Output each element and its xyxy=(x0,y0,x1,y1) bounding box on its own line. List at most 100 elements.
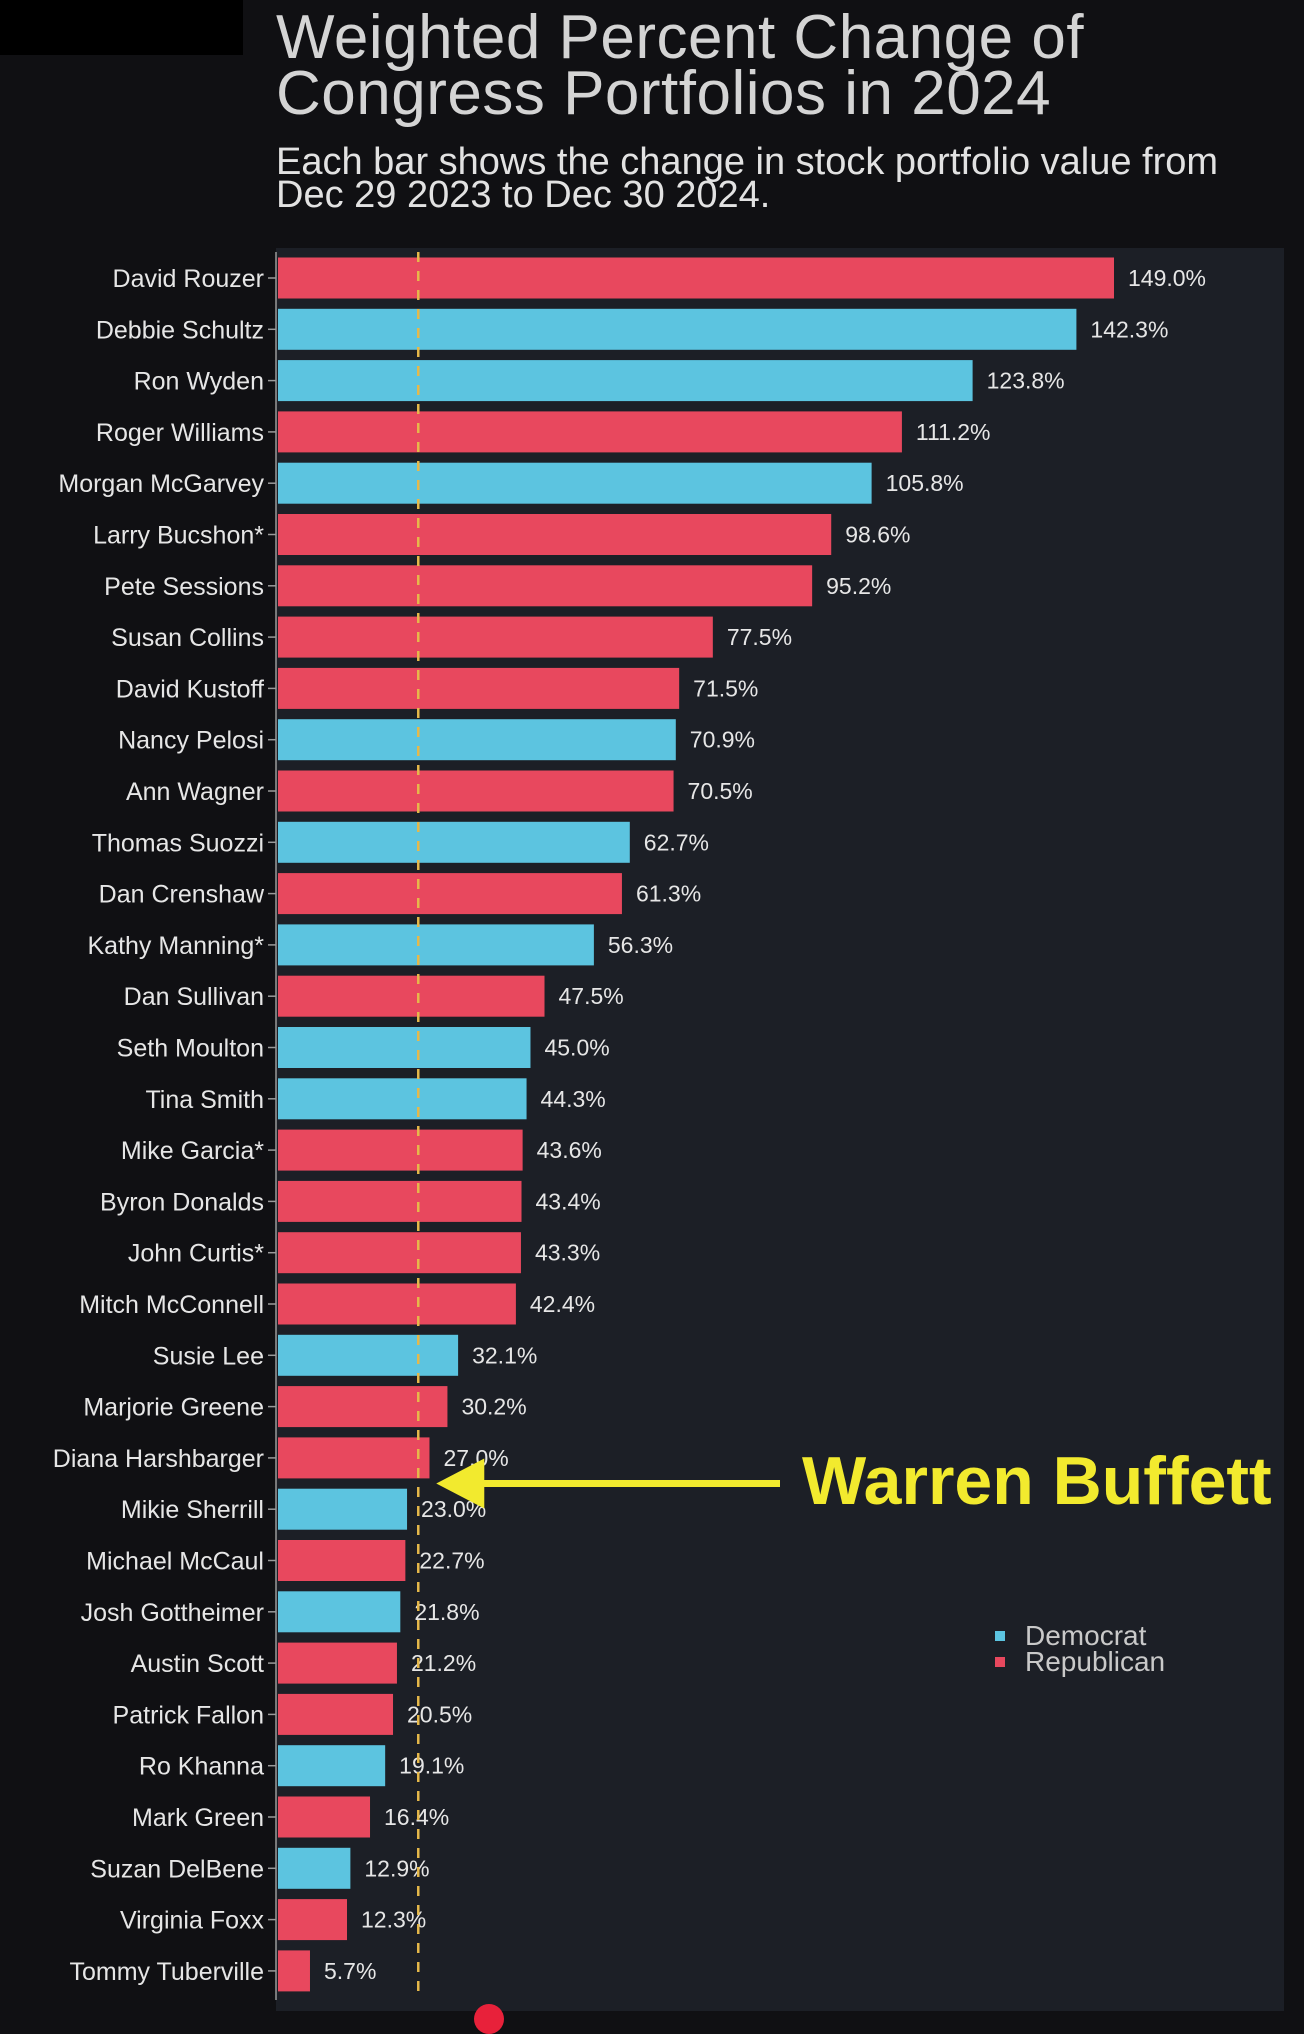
category-label: Marjorie Greene xyxy=(83,1394,264,1422)
value-label: 98.6% xyxy=(845,522,910,548)
bar xyxy=(278,514,832,555)
chart-legend: Democrat Republican xyxy=(995,1620,1166,1677)
warren-buffett-annotation: Warren Buffett xyxy=(802,1443,1272,1519)
category-label: Suzan DelBene xyxy=(90,1855,264,1883)
bar xyxy=(278,1437,430,1479)
chart-title: Weighted Percent Change of Congress Port… xyxy=(276,3,1085,128)
bar xyxy=(278,1078,527,1120)
bar xyxy=(278,719,676,761)
value-label: 47.5% xyxy=(559,983,624,1009)
category-label: Virginia Foxx xyxy=(120,1907,265,1935)
value-label: 45.0% xyxy=(544,1035,609,1061)
chart-subtitle: Each bar shows the change in stock portf… xyxy=(276,141,1219,216)
value-label: 62.7% xyxy=(644,829,709,855)
value-label: 111.2% xyxy=(916,419,991,445)
annotation-arrow-head xyxy=(436,1458,485,1509)
category-label: Mark Green xyxy=(132,1804,264,1832)
bar xyxy=(278,1283,516,1325)
category-label: Susie Lee xyxy=(153,1342,264,1370)
legend-item-republican: Republican xyxy=(995,1646,1166,1677)
bar xyxy=(278,975,545,1017)
legend-swatch-republican xyxy=(995,1657,1005,1667)
bar xyxy=(278,1027,531,1068)
value-label: 70.9% xyxy=(690,727,755,753)
value-label: 42.4% xyxy=(530,1291,595,1317)
category-label: Mikie Sherrill xyxy=(121,1496,264,1524)
category-label: Michael McCaul xyxy=(86,1548,264,1576)
category-label: Tina Smith xyxy=(145,1086,264,1114)
value-label: 32.1% xyxy=(472,1342,537,1368)
value-label: 12.3% xyxy=(361,1907,426,1933)
bar xyxy=(278,1899,348,1941)
category-label: Nancy Pelosi xyxy=(118,727,264,755)
value-label: 56.3% xyxy=(608,932,673,958)
bar xyxy=(278,873,622,915)
bar xyxy=(278,1591,401,1633)
bar xyxy=(278,770,674,812)
category-label: Pete Sessions xyxy=(104,573,264,601)
category-label: David Rouzer xyxy=(113,265,264,293)
bar xyxy=(278,1488,408,1530)
top-left-black-box xyxy=(0,0,243,55)
bar xyxy=(278,1180,522,1222)
bar xyxy=(278,1950,310,1992)
bar xyxy=(278,1540,406,1581)
category-label: Kathy Manning* xyxy=(87,932,264,960)
bar xyxy=(278,1232,521,1274)
category-label: Thomas Suozzi xyxy=(92,829,264,857)
legend-label-democrat: Democrat xyxy=(1025,1620,1147,1651)
value-label: 21.8% xyxy=(414,1599,479,1625)
bar xyxy=(278,1847,351,1889)
category-label: Byron Donalds xyxy=(100,1188,264,1216)
category-label: Susan Collins xyxy=(111,624,264,652)
bar xyxy=(278,1745,386,1787)
category-label: Josh Gottheimer xyxy=(81,1599,264,1627)
category-label: Debbie Schultz xyxy=(96,316,264,344)
bar xyxy=(278,1129,523,1171)
value-label: 43.3% xyxy=(535,1240,600,1266)
category-label: Patrick Fallon xyxy=(113,1701,264,1729)
legend-label-republican: Republican xyxy=(1025,1646,1166,1677)
category-label: Dan Crenshaw xyxy=(99,881,265,909)
category-label: Diana Harshbarger xyxy=(53,1445,264,1473)
value-label: 30.2% xyxy=(461,1394,526,1420)
category-label: Seth Moulton xyxy=(117,1035,264,1063)
value-label: 71.5% xyxy=(693,675,758,701)
bar xyxy=(278,1386,448,1428)
value-label: 20.5% xyxy=(407,1701,472,1727)
value-label: 61.3% xyxy=(636,881,701,907)
record-dot xyxy=(474,2004,504,2034)
category-label: Ann Wagner xyxy=(126,778,264,806)
value-label: 149.0% xyxy=(1128,265,1206,291)
bar xyxy=(278,462,872,504)
value-label: 12.9% xyxy=(364,1855,429,1881)
bar xyxy=(278,360,973,402)
bar xyxy=(278,821,630,863)
bar xyxy=(278,257,1114,299)
value-label: 77.5% xyxy=(727,624,792,650)
category-label: Ron Wyden xyxy=(134,368,264,396)
bar xyxy=(278,1693,394,1735)
value-label: 44.3% xyxy=(541,1086,606,1112)
category-label: Morgan McGarvey xyxy=(58,470,264,498)
category-label: John Curtis* xyxy=(128,1240,264,1268)
bar xyxy=(278,565,813,607)
category-label: Larry Bucshon* xyxy=(93,522,264,550)
bar xyxy=(278,924,594,966)
category-label: David Kustoff xyxy=(116,675,264,703)
value-label: 43.6% xyxy=(537,1137,602,1163)
category-label: Mitch McConnell xyxy=(79,1291,264,1319)
value-label: 21.2% xyxy=(411,1650,476,1676)
value-label: 70.5% xyxy=(688,778,753,804)
value-label: 16.4% xyxy=(384,1804,449,1830)
bar xyxy=(278,308,1077,350)
category-label: Dan Sullivan xyxy=(124,983,264,1011)
bar xyxy=(278,667,680,709)
legend-item-democrat: Democrat xyxy=(995,1620,1165,1651)
chart-header: Weighted Percent Change of Congress Port… xyxy=(276,3,1276,216)
bar xyxy=(278,411,902,453)
category-label: Roger Williams xyxy=(96,419,264,447)
value-label: 43.4% xyxy=(536,1188,601,1214)
value-label: 123.8% xyxy=(987,368,1065,394)
